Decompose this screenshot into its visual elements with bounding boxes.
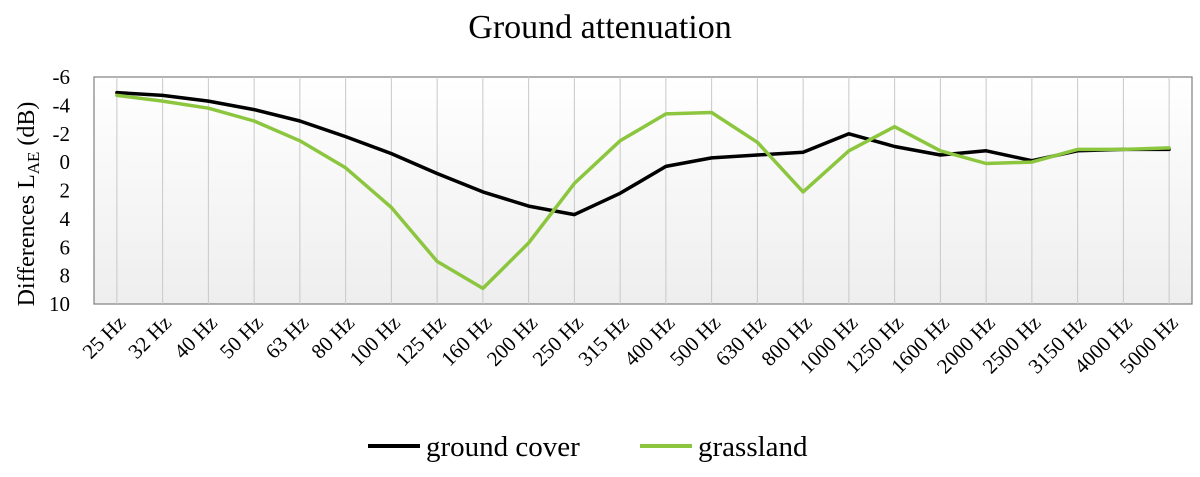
- y-tick-label: 6: [60, 235, 71, 259]
- y-tick-label: -6: [53, 65, 71, 89]
- x-tick-label: 500 Hz: [665, 311, 725, 371]
- x-tick-label: 40 Hz: [169, 311, 222, 364]
- x-tick-label: 200 Hz: [482, 311, 542, 371]
- series-line: [115, 90, 1171, 217]
- x-tick-label: 25 Hz: [78, 311, 131, 364]
- y-tick-label: -2: [53, 122, 71, 146]
- y-axis-ticks: -6 -4 -2 0 2 4 6 8 10: [49, 65, 71, 316]
- legend-label: grassland: [698, 431, 808, 463]
- x-tick-label: 630 Hz: [711, 311, 771, 371]
- x-tick-label: 160 Hz: [436, 311, 496, 371]
- x-tick-label: 32 Hz: [123, 311, 176, 364]
- grid-lines: [116, 77, 1170, 304]
- y-axis-title-main: Differences L: [14, 174, 40, 306]
- x-tick-label: 100 Hz: [345, 311, 405, 371]
- legend-label: ground cover: [426, 431, 580, 463]
- y-axis-title-subscript: AE: [24, 152, 43, 175]
- series-line: [115, 93, 1171, 291]
- y-tick-label: 10: [49, 292, 70, 316]
- x-tick-label: 250 Hz: [528, 311, 588, 371]
- y-tick-label: -4: [53, 93, 71, 117]
- y-axis-title-unit: (dB): [14, 102, 40, 152]
- legend: ground cover grassland: [368, 431, 808, 463]
- y-axis-title: Differences LAE (dB): [14, 102, 43, 307]
- x-tick-label: 50 Hz: [215, 311, 268, 364]
- x-tick-label: 400 Hz: [619, 311, 679, 371]
- series-lines: [115, 90, 1171, 291]
- y-tick-label: 0: [60, 150, 71, 174]
- x-tick-label: 315 Hz: [573, 311, 633, 371]
- y-tick-label: 2: [60, 179, 71, 203]
- x-tick-label: 125 Hz: [390, 311, 450, 371]
- x-tick-label: 63 Hz: [261, 311, 314, 364]
- chart-title: Ground attenuation: [468, 9, 731, 46]
- y-tick-label: 8: [60, 264, 71, 288]
- y-tick-label: 4: [60, 207, 71, 231]
